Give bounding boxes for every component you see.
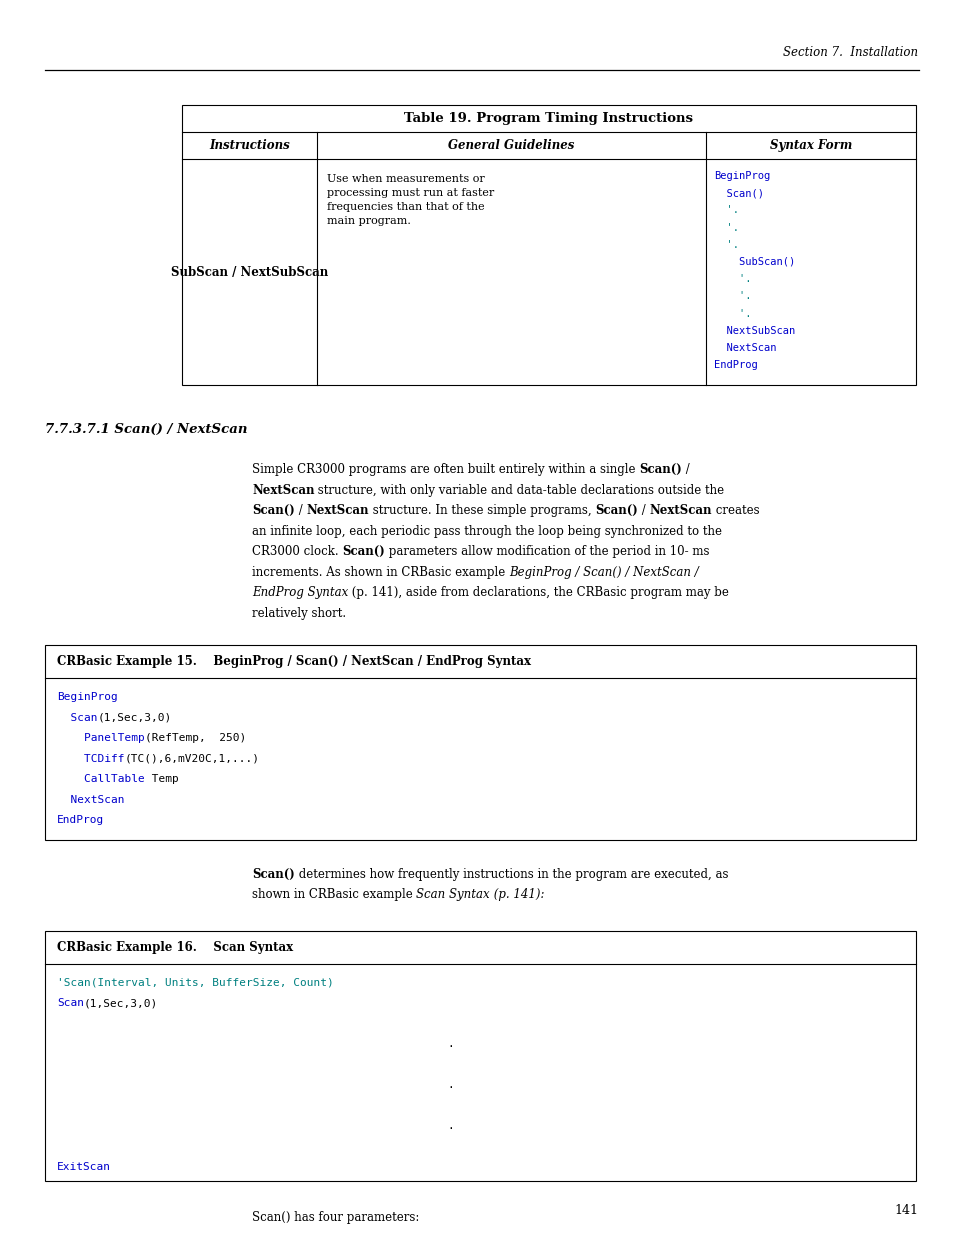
Text: (p. 141):: (p. 141): <box>490 888 544 902</box>
Text: CRBasic Example 15.    BeginProg / Scan() / NextScan / EndProg Syntax: CRBasic Example 15. BeginProg / Scan() /… <box>57 656 531 668</box>
Text: NextScan: NextScan <box>713 343 776 353</box>
Text: '.: '. <box>713 309 751 319</box>
Text: EndProg Syntax: EndProg Syntax <box>252 587 348 599</box>
Text: SubScan / NextSubScan: SubScan / NextSubScan <box>171 266 328 279</box>
Text: CRBasic Example 16.    Scan Syntax: CRBasic Example 16. Scan Syntax <box>57 941 293 953</box>
Text: PanelTemp: PanelTemp <box>57 734 145 743</box>
Text: Instructions: Instructions <box>209 140 290 152</box>
Text: structure. In these simple programs,: structure. In these simple programs, <box>369 504 595 517</box>
Text: SubScan(): SubScan() <box>713 257 795 267</box>
Text: 141: 141 <box>893 1203 917 1216</box>
Text: Table 19. Program Timing Instructions: Table 19. Program Timing Instructions <box>404 112 693 125</box>
Text: Simple CR3000 programs are often built entirely within a single: Simple CR3000 programs are often built e… <box>252 463 639 477</box>
Text: relatively short.: relatively short. <box>252 606 346 620</box>
Text: '.: '. <box>713 274 751 284</box>
Text: (RefTemp,  250): (RefTemp, 250) <box>145 734 246 743</box>
Text: BeginProg: BeginProg <box>57 693 117 703</box>
Text: EndProg: EndProg <box>713 361 757 370</box>
Text: Section 7.  Installation: Section 7. Installation <box>782 46 917 58</box>
Text: Syntax Form: Syntax Form <box>769 140 851 152</box>
Text: Scan: Scan <box>57 713 97 722</box>
Text: Scan(): Scan() <box>252 504 294 517</box>
Bar <box>182 105 915 385</box>
Text: creates: creates <box>711 504 759 517</box>
Text: (1,Sec,3,0): (1,Sec,3,0) <box>84 998 158 1009</box>
Text: BeginProg: BeginProg <box>713 170 769 182</box>
Text: (p. 141), aside from declarations, the CRBasic program may be: (p. 141), aside from declarations, the C… <box>348 587 728 599</box>
Text: /: / <box>638 504 649 517</box>
Text: NextScan: NextScan <box>57 795 125 805</box>
Text: Scan(): Scan() <box>639 463 681 477</box>
Text: an infinite loop, each periodic pass through the loop being synchronized to the: an infinite loop, each periodic pass thr… <box>252 525 721 538</box>
Text: structure, with only variable and data-table declarations outside the: structure, with only variable and data-t… <box>314 484 724 496</box>
Text: /: / <box>294 504 306 517</box>
Text: NextSubScan: NextSubScan <box>713 326 795 336</box>
Text: General Guidelines: General Guidelines <box>448 140 574 152</box>
Text: '.: '. <box>713 240 739 249</box>
Text: increments. As shown in CRBasic example: increments. As shown in CRBasic example <box>252 566 509 579</box>
Text: '.: '. <box>713 222 739 232</box>
Text: Use when measurements or
processing must run at faster
frequencies than that of : Use when measurements or processing must… <box>327 174 494 226</box>
Bar <box>45 646 915 840</box>
Text: shown in CRBasic example: shown in CRBasic example <box>252 888 416 902</box>
Text: determines how frequently instructions in the program are executed, as: determines how frequently instructions i… <box>294 868 727 881</box>
Text: .: . <box>447 1121 454 1131</box>
Text: BeginProg / Scan() / NextScan /: BeginProg / Scan() / NextScan / <box>509 566 698 579</box>
Text: parameters allow modification of the period in 10- ms: parameters allow modification of the per… <box>385 546 709 558</box>
Text: NextScan: NextScan <box>649 504 711 517</box>
Text: Scan() has four parameters:: Scan() has four parameters: <box>252 1210 419 1224</box>
Text: Scan(): Scan() <box>342 546 385 558</box>
Text: .: . <box>447 1040 454 1050</box>
Text: Scan(): Scan() <box>713 188 763 198</box>
Bar <box>45 931 915 1181</box>
Text: 7.7.3.7.1 Scan() / NextScan: 7.7.3.7.1 Scan() / NextScan <box>45 424 247 436</box>
Text: (1,Sec,3,0): (1,Sec,3,0) <box>97 713 172 722</box>
Text: CallTable: CallTable <box>57 774 145 784</box>
Text: Scan: Scan <box>57 998 84 1009</box>
Text: Scan(): Scan() <box>595 504 638 517</box>
Text: NextScan: NextScan <box>252 484 314 496</box>
Text: .: . <box>447 1081 454 1091</box>
Text: NextScan: NextScan <box>306 504 369 517</box>
Text: ExitScan: ExitScan <box>57 1162 111 1172</box>
Text: EndProg: EndProg <box>57 815 104 825</box>
Text: '.: '. <box>713 205 739 215</box>
Text: Temp: Temp <box>145 774 178 784</box>
Text: TCDiff: TCDiff <box>57 753 125 764</box>
Text: /: / <box>681 463 689 477</box>
Text: (TC(),6,mV20C,1,...): (TC(),6,mV20C,1,...) <box>125 753 259 764</box>
Text: 'Scan(Interval, Units, BufferSize, Count): 'Scan(Interval, Units, BufferSize, Count… <box>57 978 334 988</box>
Text: Scan Syntax: Scan Syntax <box>416 888 490 902</box>
Text: Scan(): Scan() <box>252 868 294 881</box>
Text: '.: '. <box>713 291 751 301</box>
Text: CR3000 clock.: CR3000 clock. <box>252 546 342 558</box>
